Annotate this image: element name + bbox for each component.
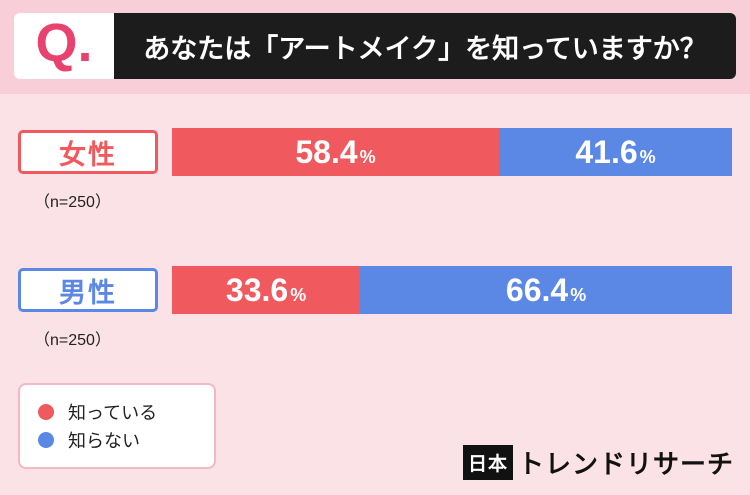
brand-logo-text: トレンドリサーチ	[517, 449, 734, 479]
question-mark-badge: Q.	[14, 13, 114, 79]
bar-value-male-knows: 33.6%	[225, 271, 307, 308]
legend-label-knows: 知っている	[68, 403, 158, 423]
bar-segment-male-knows: 33.6%	[172, 266, 361, 314]
stacked-bar-male: 33.6% 66.4%	[172, 266, 732, 314]
bar-row-female: 女性 （n=250） 58.4% 41.6%	[18, 128, 732, 218]
question-mark-label: Q.	[35, 13, 93, 73]
bar-value-male-doesnt-know: 66.4%	[505, 271, 587, 308]
question-title: あなたは「アートメイク」を知っていますか？	[114, 13, 736, 79]
category-label-female: 女性	[18, 130, 158, 174]
question-header: Q. あなたは「アートメイク」を知っていますか？	[14, 13, 736, 79]
legend-label-doesnt-know: 知らない	[68, 431, 140, 451]
legend-dot-doesnt-know-icon	[38, 432, 54, 448]
legend-item-doesnt-know: 知らない	[38, 427, 196, 453]
bar-segment-male-doesnt-know: 66.4%	[360, 266, 732, 314]
bar-segment-female-doesnt-know: 41.6%	[499, 128, 732, 176]
stacked-bar-female: 58.4% 41.6%	[172, 128, 732, 176]
bar-value-female-doesnt-know: 41.6%	[575, 133, 656, 170]
legend-dot-knows-icon	[38, 404, 54, 420]
sample-size-female: （n=250）	[34, 194, 111, 211]
legend-item-knows: 知っている	[38, 399, 196, 425]
category-label-male: 男性	[18, 268, 158, 312]
bar-value-female-knows: 58.4%	[295, 133, 376, 170]
bar-row-male: 男性 （n=250） 33.6% 66.4%	[18, 266, 732, 356]
legend: 知っている 知らない	[18, 383, 216, 469]
brand-logo: 日本 トレンドリサーチ	[462, 444, 734, 481]
bar-segment-female-knows: 58.4%	[172, 128, 500, 176]
sample-size-male: （n=250）	[34, 332, 111, 349]
brand-logo-box: 日本	[462, 445, 513, 480]
